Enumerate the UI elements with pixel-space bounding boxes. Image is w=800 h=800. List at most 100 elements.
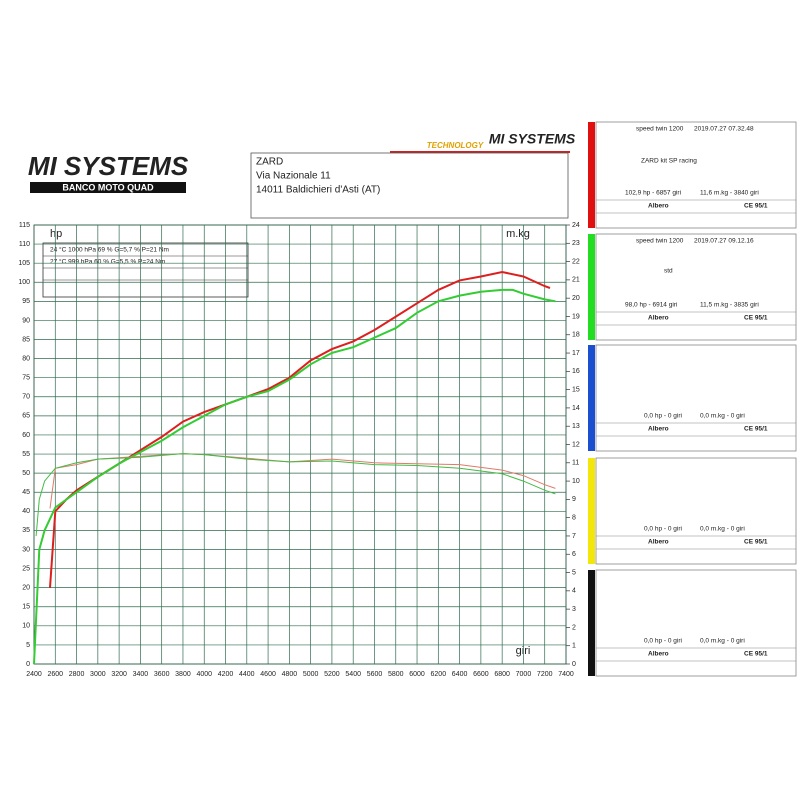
x-tick-label: 3400 (133, 671, 149, 678)
conditions-row: 27 °C 999 hPa 60 % G=5,5 % P=24 Nm (50, 258, 165, 266)
y2-tick-label: 10 (572, 478, 580, 485)
x-tick-label: 3200 (111, 671, 127, 678)
logo-band (30, 182, 186, 193)
panel-norm: CE 95/1 (744, 315, 768, 322)
x-tick-label: 6200 (431, 671, 447, 678)
panel-power: 102,9 hp - 6857 giri (625, 190, 681, 197)
panel-power: 0,0 hp - 0 giri (644, 638, 682, 645)
y-tick-label: 90 (22, 317, 30, 324)
panel-torque: 11,6 m.kg - 3840 giri (700, 190, 759, 197)
x-tick-label: 6800 (494, 671, 510, 678)
y-tick-label: 110 (19, 241, 30, 248)
panel-frame (595, 569, 797, 677)
address-line: Via Nazionale 11 (256, 171, 331, 182)
y2-tick-label: 6 (572, 551, 576, 558)
y2-tick-label: 14 (572, 405, 580, 412)
y-tick-label: 55 (22, 451, 30, 458)
x-tick-label: 5600 (367, 671, 383, 678)
panel-color-bar (588, 458, 595, 564)
y2-tick-label: 17 (572, 350, 580, 357)
y2-tick-label: 12 (572, 441, 580, 448)
logo-name-2: MI SYSTEMS (489, 131, 576, 147)
y-tick-label: 75 (22, 375, 30, 382)
y2-tick-label: 23 (572, 240, 580, 247)
y-tick-label: 105 (18, 260, 30, 267)
logo-tag: TECHNOLOGY (427, 141, 484, 150)
y2-tick-label: 8 (572, 515, 576, 522)
y2-tick-label: 13 (572, 423, 580, 430)
panel-timestamp: 2019.07.27 09.12.16 (694, 238, 754, 245)
panel-power: 98,0 hp - 6914 giri (625, 302, 677, 309)
x-tick-label: 5400 (345, 671, 361, 678)
y2-tick-label: 3 (572, 606, 576, 613)
address-box (250, 152, 569, 219)
x-tick-label: 2400 (26, 671, 42, 678)
logo-tagline: BANCO MOTO QUAD (62, 182, 154, 192)
x-tick-label: 4000 (196, 671, 212, 678)
y-tick-label: 35 (22, 527, 30, 534)
panel-timestamp: 2019.07.27 07.32.48 (694, 126, 754, 133)
panel-shaft: Albero (648, 651, 669, 658)
x-tick-label: 5200 (324, 671, 340, 678)
x-tick-label: 6400 (452, 671, 468, 678)
y2-tick-label: 7 (572, 533, 576, 540)
table-frame (42, 242, 249, 298)
panel-norm: CE 95/1 (744, 539, 768, 546)
panel-color-bar (588, 122, 595, 228)
panel-norm: CE 95/1 (744, 203, 768, 210)
logo-name: MI SYSTEMS (28, 151, 189, 181)
grid (33, 224, 567, 665)
y-tick-label: 60 (22, 432, 30, 439)
x-tick-label: 6000 (409, 671, 425, 678)
y2-tick-label: 22 (572, 258, 580, 265)
y-tick-label: 80 (22, 355, 30, 362)
x-tick-label: 4600 (260, 671, 276, 678)
panel-color-bar (588, 234, 595, 340)
y2-tick-label: 4 (572, 588, 576, 595)
panel-power: 0,0 hp - 0 giri (644, 413, 682, 420)
conditions-table: 24 °C 1000 hPa 69 % G=5,7 % P=21 Nm 27 °… (42, 242, 249, 298)
y2-tick-label: 9 (572, 496, 576, 503)
y2-tick-label: 5 (572, 569, 576, 576)
panel-model: speed twin 1200 (636, 126, 684, 133)
y-tick-label: 95 (22, 298, 30, 305)
logo-2: TECHNOLOGY MI SYSTEMS (390, 131, 576, 153)
y-tick-label: 30 (22, 546, 30, 553)
x-tick-label: 2600 (47, 671, 63, 678)
panel-power: 0,0 hp - 0 giri (644, 526, 682, 533)
x-tick-label: 4800 (282, 671, 298, 678)
y2-tick-label: 24 (572, 222, 580, 229)
y-tick-label: 70 (22, 394, 30, 401)
panel-frame (595, 344, 797, 452)
panel-color-bar (588, 345, 595, 451)
x-tick-label: 3600 (154, 671, 170, 678)
y-tick-label: 50 (22, 470, 30, 477)
y2-tick-label: 18 (572, 332, 580, 339)
x-tick-label: 7400 (558, 671, 574, 678)
y2-tick-label: 20 (572, 295, 580, 302)
x-tick-label: 6600 (473, 671, 489, 678)
y-tick-label: 10 (22, 623, 30, 630)
y2-tick-label: 19 (572, 313, 580, 320)
x-tick-label: 7000 (516, 671, 532, 678)
address-line: 14011 Baldichieri d'Asti (AT) (256, 185, 380, 196)
address-line: ZARD (256, 157, 283, 168)
y-tick-label: 65 (22, 413, 30, 420)
panel-torque: 0,0 m.kg - 0 giri (700, 638, 745, 645)
series-line (33, 288, 556, 665)
panel-shaft: Albero (648, 539, 669, 546)
x-tick-label: 4200 (218, 671, 234, 678)
x-tick-label: 2800 (69, 671, 85, 678)
series-line (35, 453, 556, 537)
x-tick-label: 4400 (239, 671, 255, 678)
panels: speed twin 1200 2019.07.27 07.32.48 ZARD k… (588, 121, 797, 677)
y-tick-label: 40 (22, 508, 30, 515)
panel-model: speed twin 1200 (636, 238, 684, 245)
y-tick-label: 5 (26, 642, 30, 649)
panel-torque: 11,5 m.kg - 3835 giri (700, 302, 759, 309)
y-tick-label: 25 (22, 565, 30, 572)
y2-tick-label: 0 (572, 661, 576, 668)
y2-axis-label: m.kg (506, 228, 530, 240)
